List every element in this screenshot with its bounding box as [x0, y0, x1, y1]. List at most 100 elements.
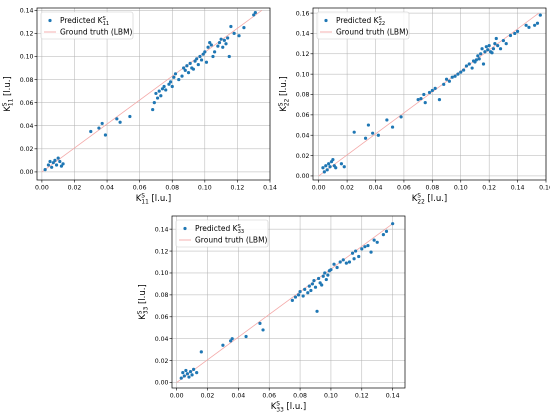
legend-points-label: Predicted KS 11	[60, 16, 109, 27]
x-tick-label: 0.04	[100, 185, 114, 192]
data-point	[354, 249, 358, 253]
data-point	[190, 373, 194, 377]
chart-3: 0.00 0.02 0.04 0.06 0.08 0.10 0.12 0.14 0.00 0.02…	[138, 215, 406, 414]
data-point	[237, 34, 241, 38]
y-tick-label: 0.06	[296, 112, 310, 119]
data-point	[290, 298, 294, 302]
data-point	[128, 114, 132, 119]
data-point	[157, 89, 161, 93]
y-tick-label: 0.00	[20, 169, 34, 176]
data-point	[467, 62, 471, 66]
data-point	[513, 31, 517, 36]
data-point	[185, 64, 189, 68]
y-tick-label: 0.14	[155, 226, 169, 233]
x-tick-label: 0.06	[397, 185, 411, 192]
data-point	[326, 273, 330, 277]
data-point	[211, 54, 215, 59]
data-point	[97, 126, 101, 130]
data-point	[347, 260, 352, 264]
x-tick-label: 0.10	[324, 393, 338, 400]
data-point	[100, 121, 104, 126]
y-tick-label: 0.14	[296, 31, 310, 38]
data-point	[50, 165, 54, 169]
data-point	[385, 118, 389, 122]
data-point	[496, 44, 500, 48]
x-tick-label: 0.00	[312, 185, 326, 192]
data-point	[366, 123, 371, 127]
data-point	[338, 260, 342, 264]
data-point	[381, 233, 385, 237]
data-point	[384, 229, 389, 233]
data-point	[481, 62, 486, 66]
data-point	[419, 96, 423, 101]
data-point	[483, 50, 487, 54]
data-point	[372, 238, 376, 242]
x-tick-label: 0.10	[198, 185, 212, 192]
data-point	[188, 369, 193, 374]
data-point	[103, 133, 108, 137]
data-point	[461, 68, 466, 72]
y-tick-label: 0.00	[155, 380, 169, 387]
data-point	[307, 284, 311, 288]
x-tick-label: 0.02	[201, 393, 215, 400]
x-tick-label: 0.16	[539, 185, 550, 192]
data-point	[474, 58, 478, 62]
data-point	[427, 90, 432, 95]
data-point	[313, 285, 318, 289]
y-tick-label: 0.04	[296, 132, 310, 139]
data-point	[493, 42, 497, 46]
legend-point-marker	[324, 18, 328, 23]
data-point	[226, 36, 230, 40]
data-point	[208, 41, 212, 45]
data-point	[476, 54, 480, 58]
data-point	[169, 80, 173, 84]
x-tick-label: 0.10	[454, 185, 468, 192]
legend-point-marker	[183, 226, 187, 231]
data-point	[198, 54, 202, 59]
axes-frame	[36, 7, 271, 181]
data-point	[363, 136, 368, 140]
data-point	[242, 26, 246, 30]
data-point	[219, 37, 223, 41]
data-point	[324, 277, 328, 282]
data-point	[433, 86, 437, 91]
chart-2: 0.00 0.02 0.04 0.06 0.08 0.10 0.12 0.14 0.16 0.00…	[279, 7, 550, 206]
data-point	[186, 71, 191, 75]
data-point	[444, 77, 449, 81]
data-point	[253, 11, 257, 15]
data-point	[322, 170, 326, 174]
data-point	[232, 31, 236, 35]
x-tick-label: 0.12	[355, 393, 369, 400]
data-point	[371, 131, 375, 135]
data-point	[442, 82, 446, 86]
data-point	[328, 165, 332, 169]
x-tick-label: 0.00	[170, 393, 184, 400]
y-axis-label: KS22 [l.u.]	[279, 76, 291, 112]
x-tick-label: 0.04	[369, 185, 383, 192]
data-point	[470, 66, 474, 70]
y-tick-label: 0.06	[155, 314, 169, 321]
data-point	[192, 367, 196, 371]
x-tick-label: 0.02	[340, 185, 354, 192]
data-point	[498, 47, 503, 51]
y-tick-label: 0.12	[155, 248, 169, 255]
data-point	[533, 23, 537, 27]
data-point	[437, 97, 442, 102]
data-point	[524, 23, 528, 27]
legend-point-marker	[48, 18, 52, 23]
data-point	[486, 48, 490, 52]
data-point	[344, 261, 348, 265]
data-point	[515, 29, 520, 34]
y-tick-label: 0.04	[155, 336, 169, 343]
data-point	[182, 66, 186, 70]
y-tick-label: 0.00	[296, 173, 310, 180]
data-point	[491, 47, 496, 51]
y-tick-label: 0.02	[296, 153, 310, 160]
data-point	[193, 59, 197, 63]
data-point	[477, 57, 481, 61]
data-point	[335, 265, 339, 270]
legend-box	[316, 11, 410, 40]
